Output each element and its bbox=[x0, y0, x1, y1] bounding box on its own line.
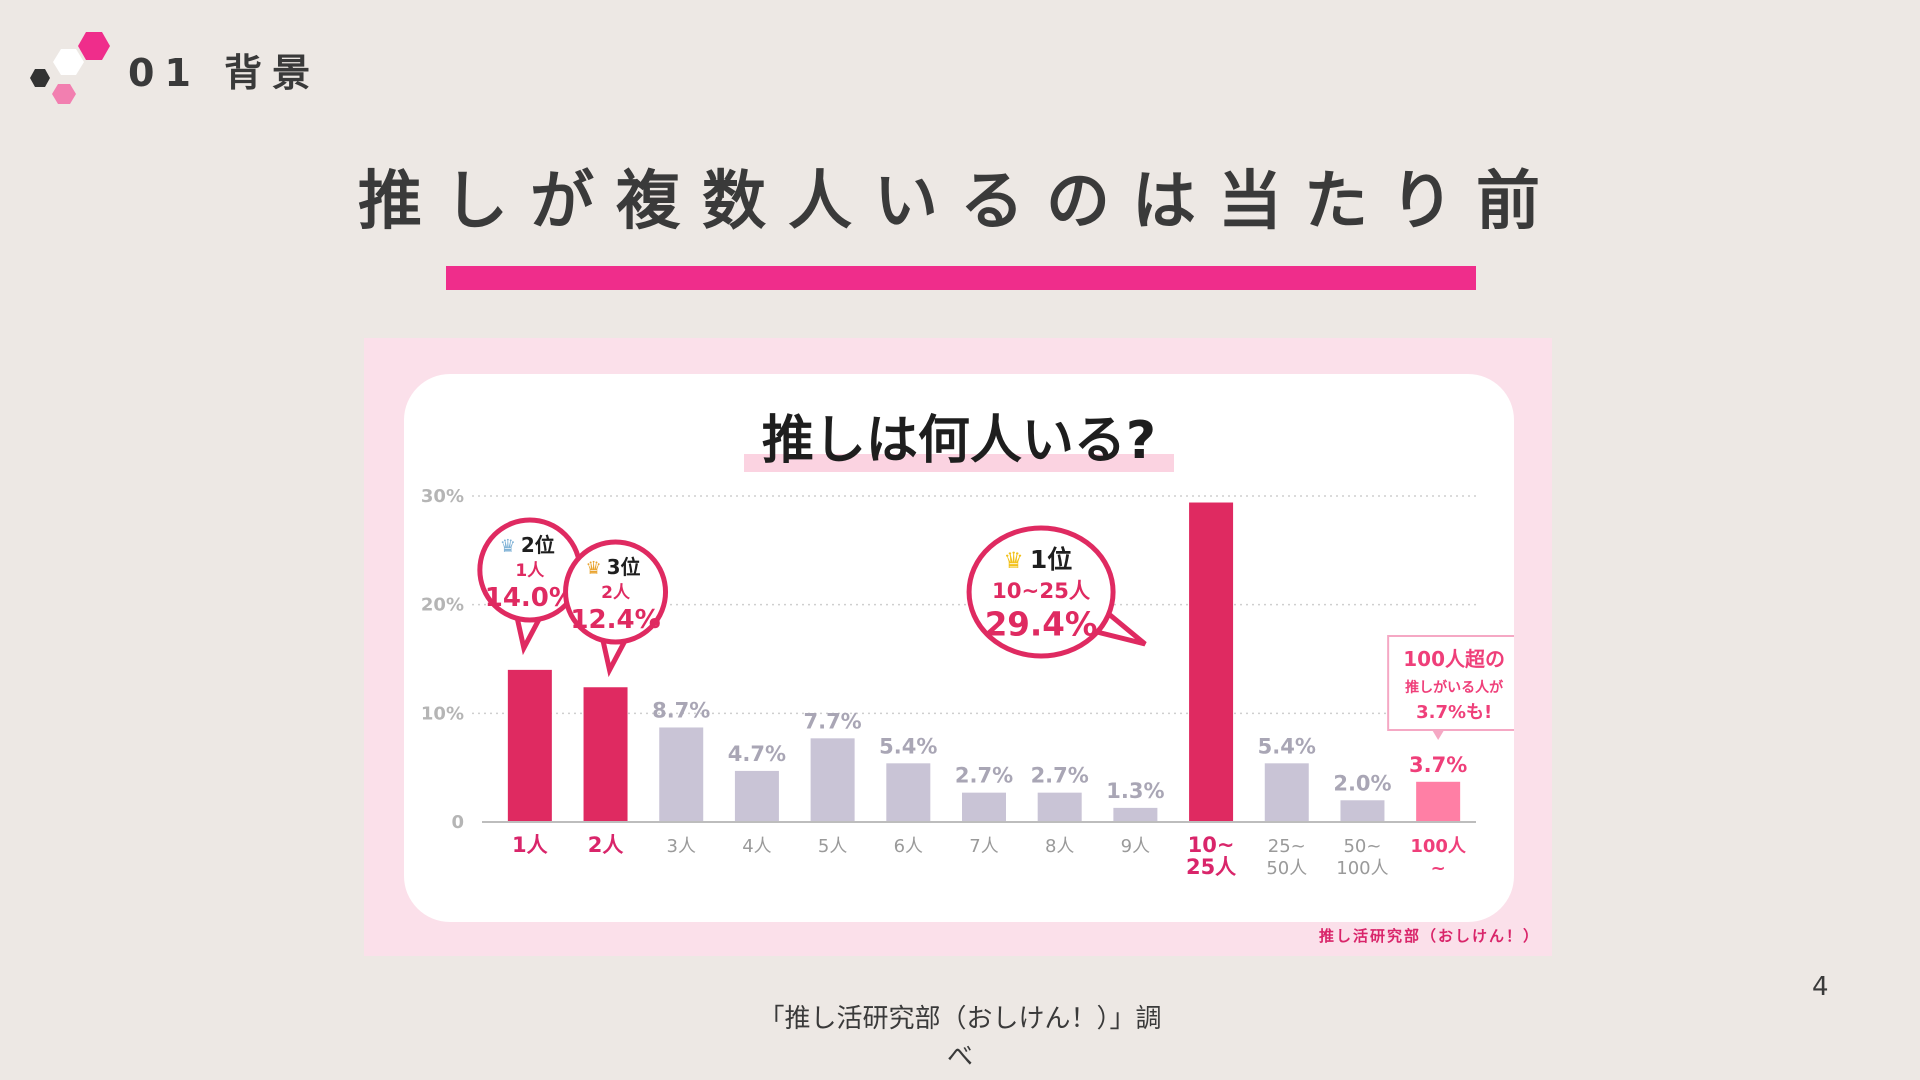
x-tick-label: 25~ bbox=[1268, 836, 1306, 857]
data-label: 8.7% bbox=[652, 698, 710, 722]
data-label: 4.7% bbox=[728, 742, 786, 766]
x-tick-label: 1人 bbox=[512, 833, 548, 857]
note-pointer bbox=[1432, 730, 1445, 740]
y-tick-label: 0 bbox=[451, 812, 464, 833]
callout-category: 2人 bbox=[601, 583, 631, 603]
bar bbox=[1416, 781, 1461, 822]
x-tick-label: 8人 bbox=[1045, 836, 1074, 857]
page-number: 4 bbox=[1812, 972, 1829, 1002]
bar bbox=[583, 687, 628, 822]
title-highlight bbox=[744, 454, 1174, 472]
crown-icon: ♛ bbox=[1003, 548, 1023, 574]
y-tick-label: 30% bbox=[421, 486, 464, 507]
logo-hexagons bbox=[30, 32, 110, 104]
data-label: 2.7% bbox=[1031, 764, 1089, 788]
section-label: 01 背景 bbox=[128, 51, 321, 95]
data-label: 2.0% bbox=[1333, 771, 1391, 795]
bar bbox=[886, 763, 931, 822]
x-tick-label: 50~ bbox=[1343, 836, 1381, 857]
bar bbox=[1264, 763, 1309, 822]
chart-panel: 推しは何人いる? 0 10% 20% 30% 1人 2人 3人 8.7% 4人 4.7% 5人 7.7%… bbox=[364, 338, 1552, 956]
x-tick-label: 7人 bbox=[969, 836, 998, 857]
data-label: 5.4% bbox=[1258, 734, 1316, 758]
bar bbox=[1113, 807, 1158, 822]
bar bbox=[962, 792, 1006, 822]
x-tick-label: ~ bbox=[1431, 858, 1446, 879]
callout-rank: 2位 bbox=[521, 533, 555, 557]
x-tick-label: 9人 bbox=[1121, 836, 1150, 857]
hexagon-light-pink bbox=[52, 84, 76, 104]
callout-bubble bbox=[966, 525, 1116, 659]
callout-rank: 1位 bbox=[1030, 545, 1072, 574]
source-line-2: べ bbox=[946, 1042, 973, 1072]
x-tick-label: 100人 bbox=[1410, 836, 1467, 857]
x-tick-label: 50人 bbox=[1266, 858, 1307, 879]
callout-rank: 3位 bbox=[607, 555, 641, 579]
crown-icon: ♛ bbox=[585, 558, 601, 579]
hexagon-white bbox=[53, 49, 84, 75]
x-tick-label: 10~ bbox=[1188, 833, 1235, 857]
callout-category: 10~25人 bbox=[992, 579, 1091, 604]
note-line-3: 3.7%も! bbox=[1416, 702, 1492, 723]
crown-icon: ♛ bbox=[500, 536, 516, 557]
bar bbox=[810, 738, 855, 822]
data-label: 2.7% bbox=[955, 764, 1013, 788]
note-line-1: 100人超の bbox=[1403, 647, 1505, 671]
x-tick-label: 6人 bbox=[894, 836, 923, 857]
chart-card: 推しは何人いる? 0 10% 20% 30% 1人 2人 3人 8.7% 4人 4.7% 5人 7.7%… bbox=[404, 374, 1514, 922]
y-tick-label: 10% bbox=[421, 703, 464, 724]
x-tick-label: 5人 bbox=[818, 836, 847, 857]
callout-bubble bbox=[563, 539, 669, 645]
data-label: 3.7% bbox=[1409, 753, 1467, 777]
chart-credit: 推し活研究部（おしけん！） bbox=[1318, 927, 1540, 945]
x-tick-label: 3人 bbox=[667, 836, 696, 857]
bar bbox=[1189, 502, 1234, 822]
bar bbox=[659, 727, 704, 822]
slide-title: 推しが複数人いるのは当たり前 bbox=[358, 165, 1562, 239]
bar bbox=[507, 669, 552, 822]
callout-value: 29.4% bbox=[985, 606, 1098, 644]
x-tick-label: 100人 bbox=[1336, 858, 1388, 879]
y-tick-label: 20% bbox=[421, 595, 464, 616]
bar bbox=[734, 770, 779, 822]
note-box bbox=[1387, 635, 1514, 731]
source-note: 「推し活研究部（おしけん！）」調 べ bbox=[740, 1000, 1180, 1076]
bar-chart: 推しは何人いる? 0 10% 20% 30% 1人 2人 3人 8.7% 4人 4.7% 5人 7.7%… bbox=[421, 411, 1514, 879]
hexagon-dark bbox=[30, 69, 50, 87]
x-tick-label: 4人 bbox=[742, 836, 771, 857]
source-line-1: 「推し活研究部（おしけん！）」調 bbox=[758, 1004, 1162, 1034]
x-tick-label: 25人 bbox=[1186, 855, 1236, 879]
bar bbox=[1340, 800, 1385, 822]
data-label: 7.7% bbox=[803, 709, 861, 733]
title-underline bbox=[446, 266, 1476, 290]
note-line-2: 推しがいる人が bbox=[1405, 679, 1504, 696]
data-label: 1.3% bbox=[1106, 779, 1164, 803]
bar bbox=[1037, 792, 1082, 822]
chart-title: 推しは何人いる? bbox=[762, 411, 1156, 471]
data-label: 5.4% bbox=[879, 734, 937, 758]
callout-value: 14.0% bbox=[485, 583, 575, 613]
callout-category: 1人 bbox=[515, 561, 545, 581]
hexagon-pink bbox=[78, 32, 110, 60]
x-tick-label: 2人 bbox=[588, 833, 624, 857]
callout-value: 12.4% bbox=[570, 605, 660, 635]
